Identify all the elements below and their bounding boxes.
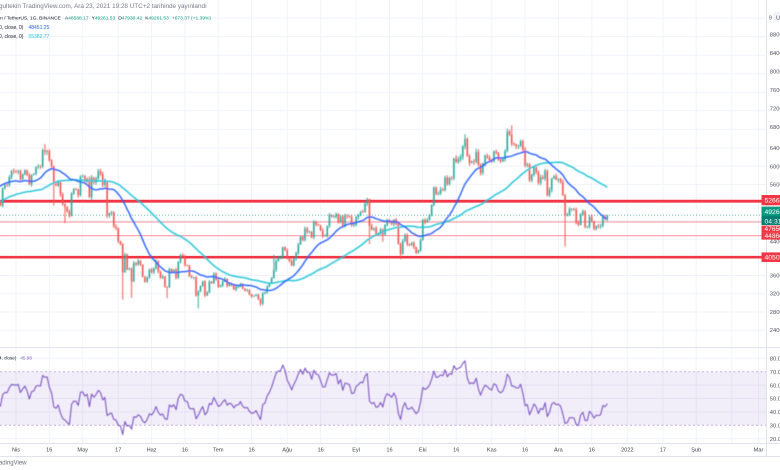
svg-text:Ağu: Ağu: [282, 448, 292, 454]
svg-text:76000: 76000: [770, 88, 780, 94]
svg-text:17: 17: [115, 448, 121, 454]
svg-text:Eki: Eki: [419, 448, 427, 454]
svg-text:gultekin TradingView.com, Ara: gultekin TradingView.com, Ara 23, 2021 1…: [0, 3, 207, 10]
svg-text:47650.00: 47650.00: [765, 226, 780, 233]
svg-text:16: 16: [46, 448, 52, 454]
svg-text:Haz: Haz: [147, 448, 157, 454]
svg-text:20.00: 20.00: [770, 437, 780, 443]
svg-text:Eyl: Eyl: [352, 448, 360, 454]
svg-text:49261.53: 49261.53: [765, 209, 780, 216]
svg-text:16: 16: [453, 448, 459, 454]
svg-text:36000: 36000: [770, 274, 780, 280]
svg-text:64000: 64000: [770, 146, 780, 152]
svg-text:40.00: 40.00: [770, 410, 780, 416]
svg-text:Kas: Kas: [487, 448, 497, 454]
svg-text:56000: 56000: [770, 183, 780, 189]
svg-text:80000: 80000: [770, 70, 780, 76]
svg-text:84000: 84000: [770, 51, 780, 57]
svg-text:TradingView: TradingView: [0, 461, 27, 467]
svg-text:Tem: Tem: [213, 448, 224, 454]
svg-text:Şub: Şub: [691, 448, 701, 454]
svg-text:80.00: 80.00: [770, 357, 780, 363]
svg-text:32000: 32000: [770, 292, 780, 298]
svg-text:72000: 72000: [770, 107, 780, 113]
svg-text:44860.00: 44860.00: [765, 233, 780, 240]
svg-text:28000: 28000: [770, 310, 780, 316]
svg-text:50.00: 50.00: [770, 397, 780, 403]
svg-text:40500.00: 40500.00: [765, 255, 780, 262]
svg-text:9: 9: [769, 16, 772, 22]
svg-text:2022: 2022: [621, 448, 633, 454]
svg-text:May: May: [77, 448, 88, 454]
svg-text:70.00: 70.00: [770, 370, 780, 376]
svg-text:Mar: Mar: [754, 448, 764, 454]
svg-text:Ara: Ara: [554, 448, 564, 454]
svg-text:16: 16: [386, 448, 392, 454]
svg-text:16: 16: [248, 448, 254, 454]
svg-text:04:31:12: 04:31:12: [765, 218, 780, 225]
svg-text:44000: 44000: [770, 240, 780, 246]
svg-text:16: 16: [522, 448, 528, 454]
svg-text:USD: USD: [776, 15, 780, 21]
svg-text:17: 17: [660, 448, 666, 454]
svg-text:16: 16: [317, 448, 323, 454]
svg-text:60.00: 60.00: [770, 383, 780, 389]
svg-text:4, close)45.98: 4, close) 45.98: [0, 355, 32, 360]
svg-text:68000: 68000: [770, 125, 780, 131]
svg-text:24000: 24000: [770, 328, 780, 334]
svg-text:30.00: 30.00: [770, 424, 780, 430]
svg-text:16: 16: [182, 448, 188, 454]
svg-text:16: 16: [589, 448, 595, 454]
svg-text:60000: 60000: [770, 164, 780, 170]
svg-text:Nis: Nis: [12, 448, 20, 454]
svg-text:88000: 88000: [770, 33, 780, 39]
